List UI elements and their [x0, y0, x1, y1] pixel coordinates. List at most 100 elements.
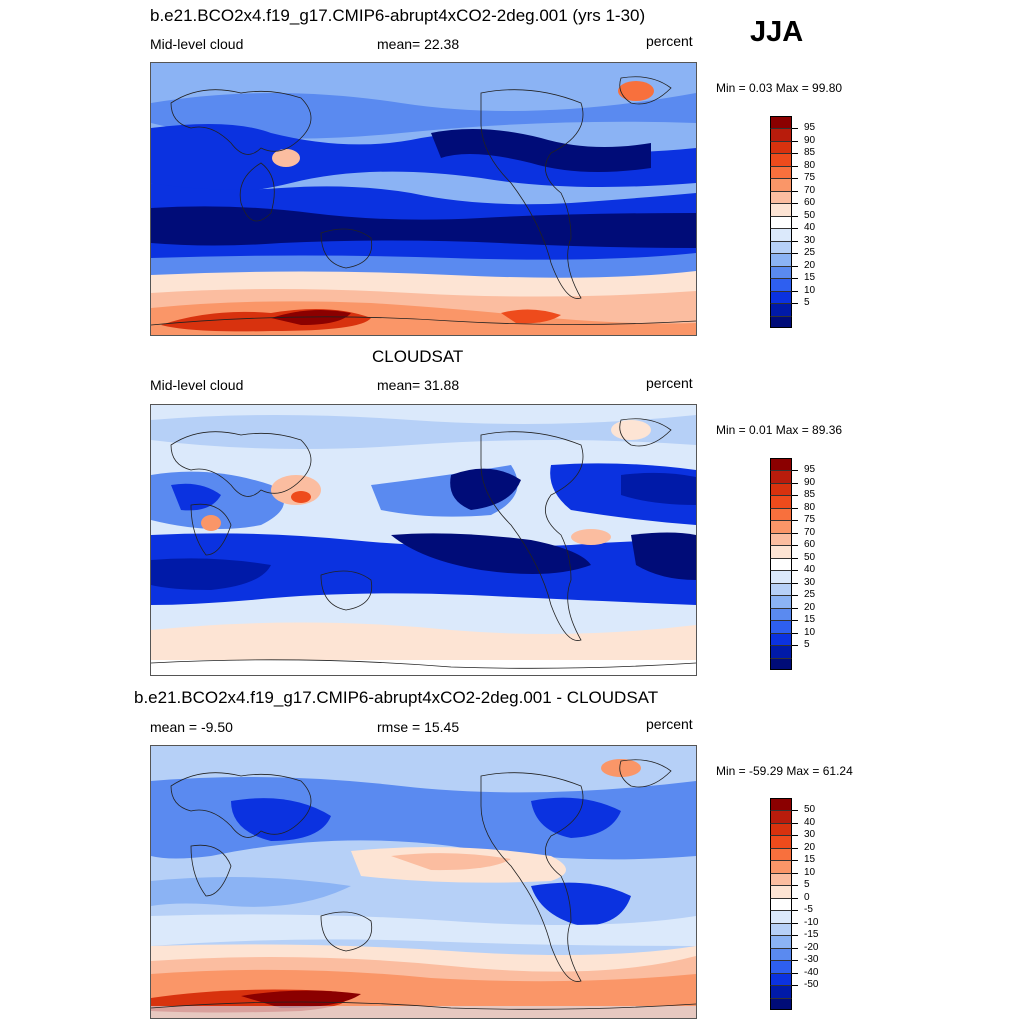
- panel-1-variable: Mid-level cloud: [150, 36, 244, 52]
- colorbar-swatch: [770, 128, 792, 142]
- colorbar-swatch: [770, 595, 792, 609]
- colorbar-tick: [792, 228, 798, 230]
- panel-1-mean: mean= 22.38: [377, 36, 460, 52]
- colorbar-tick: [792, 860, 798, 862]
- colorbar-label: 40: [804, 222, 816, 234]
- panel-1-map: [150, 62, 697, 336]
- colorbar-label: 20: [804, 841, 816, 853]
- colorbar-swatch: [770, 835, 792, 849]
- colorbar-label: 30: [804, 829, 816, 841]
- colorbar-tick: [792, 153, 798, 155]
- colorbar-swatch: [770, 897, 792, 911]
- colorbar-tick: [792, 972, 798, 974]
- colorbar-swatch: [770, 532, 792, 546]
- colorbar-label: 25: [804, 589, 816, 601]
- panel-2-minmax: Min = 0.01 Max = 89.36: [716, 423, 843, 437]
- colorbar-tick: [792, 303, 798, 305]
- colorbar-tick: [792, 165, 798, 167]
- colorbar-tick: [792, 922, 798, 924]
- colorbar-label: 15: [804, 272, 816, 284]
- colorbar-label: 20: [804, 601, 816, 613]
- colorbar-label: 80: [804, 501, 816, 513]
- colorbar-tick: [792, 240, 798, 242]
- colorbar-label: 95: [804, 464, 816, 476]
- panel-2-mean: mean= 31.88: [377, 377, 460, 393]
- cloudsat-cloud-field: [151, 405, 696, 675]
- colorbar-tick: [792, 570, 798, 572]
- colorbar-swatch: [770, 215, 792, 229]
- colorbar-label: 25: [804, 247, 816, 259]
- colorbar-swatch: [770, 228, 792, 242]
- colorbar-swatch: [770, 315, 792, 329]
- colorbar-tick: [792, 190, 798, 192]
- colorbar-label: 85: [804, 147, 816, 159]
- colorbar-tick: [792, 985, 798, 987]
- colorbar-swatch: [770, 885, 792, 899]
- panel-3-rmse: rmse = 15.45: [377, 719, 460, 735]
- panel-1-units: percent: [646, 33, 693, 49]
- colorbar-swatch: [770, 116, 792, 129]
- colorbar-swatch: [770, 922, 792, 936]
- colorbar-label: 40: [804, 816, 816, 828]
- colorbar-tick: [792, 278, 798, 280]
- panel-3-units: percent: [646, 716, 693, 732]
- colorbar-label: -15: [804, 929, 819, 941]
- colorbar-tick: [792, 947, 798, 949]
- model-cloud-field: [151, 63, 696, 335]
- colorbar-tick: [792, 290, 798, 292]
- colorbar-label: -20: [804, 941, 819, 953]
- colorbar-label: 30: [804, 234, 816, 246]
- panel-3-minmax: Min = -59.29 Max = 61.24: [716, 764, 853, 778]
- colorbar-swatch: [770, 985, 792, 999]
- colorbar-swatch: [770, 470, 792, 484]
- colorbar-label: -40: [804, 966, 819, 978]
- colorbar-label: 5: [804, 879, 810, 891]
- panel-3-colorbar: 50 40 30 20 15 10 5 0 -5 -10 -15 -20 -30 -40 -50: [770, 798, 830, 1011]
- colorbar-swatch: [770, 810, 792, 824]
- colorbar-tick: [792, 822, 798, 824]
- panel-2-variable: Mid-level cloud: [150, 377, 244, 393]
- colorbar-label: -50: [804, 979, 819, 991]
- colorbar-label: 15: [804, 614, 816, 626]
- colorbar-label: 50: [804, 551, 816, 563]
- colorbar-label: 20: [804, 259, 816, 271]
- colorbar-swatch: [770, 190, 792, 204]
- season-label: JJA: [750, 16, 804, 48]
- colorbar-swatch: [770, 657, 792, 671]
- colorbar-label: -5: [804, 904, 813, 916]
- colorbar-swatch: [770, 545, 792, 559]
- panel-1-title: b.e21.BCO2x4.f19_g17.CMIP6-abrupt4xCO2-2…: [150, 6, 646, 25]
- colorbar-swatch: [770, 153, 792, 167]
- colorbar-swatch: [770, 265, 792, 279]
- panel-1-colorbar: 95 90 85 80 75 70 60 50 40 30 25 20 15 10 5: [770, 116, 830, 329]
- colorbar-label: 90: [804, 134, 816, 146]
- colorbar-tick: [792, 532, 798, 534]
- colorbar-label: 40: [804, 564, 816, 576]
- colorbar-tick: [792, 495, 798, 497]
- colorbar-label: 0: [804, 891, 810, 903]
- colorbar-tick: [792, 935, 798, 937]
- colorbar-tick: [792, 507, 798, 509]
- colorbar-swatch: [770, 303, 792, 317]
- colorbar-swatch: [770, 570, 792, 584]
- colorbar-label: 10: [804, 284, 816, 296]
- colorbar-swatch: [770, 240, 792, 254]
- colorbar-swatch: [770, 607, 792, 621]
- colorbar-swatch: [770, 165, 792, 179]
- colorbar-label: 5: [804, 639, 810, 651]
- difference-field: [151, 746, 696, 1018]
- panel-3-map: [150, 745, 697, 1019]
- colorbar-tick: [792, 620, 798, 622]
- panel-3-title: b.e21.BCO2x4.f19_g17.CMIP6-abrupt4xCO2-2…: [134, 688, 659, 707]
- colorbar-tick: [792, 215, 798, 217]
- colorbar-swatch: [770, 520, 792, 534]
- colorbar-label: 70: [804, 526, 816, 538]
- colorbar-swatch: [770, 482, 792, 496]
- colorbar-label: 85: [804, 489, 816, 501]
- panel-1-minmax: Min = 0.03 Max = 99.80: [716, 81, 843, 95]
- colorbar-swatch: [770, 290, 792, 304]
- colorbar-label: 10: [804, 866, 816, 878]
- colorbar-swatch: [770, 507, 792, 521]
- colorbar-label: 5: [804, 297, 810, 309]
- colorbar-tick: [792, 885, 798, 887]
